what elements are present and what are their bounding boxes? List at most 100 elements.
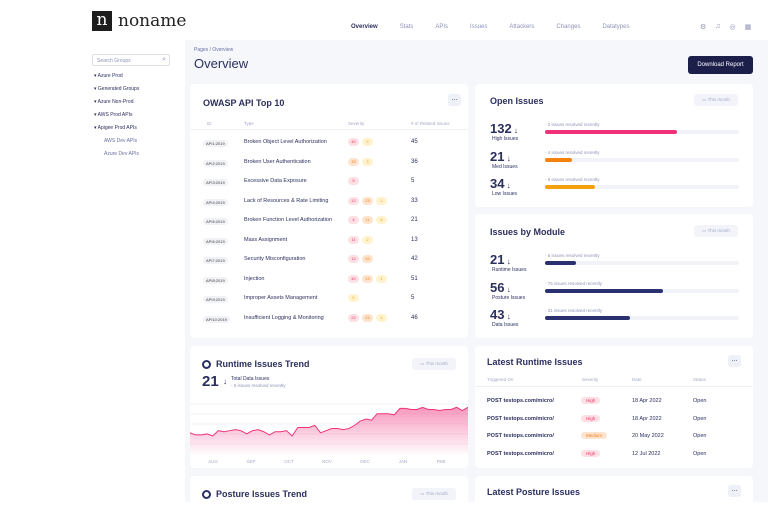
api-type[interactable]: Broken Function Level Authorization bbox=[244, 217, 333, 223]
search-icon: ⌕ bbox=[162, 56, 166, 63]
arrow-down-icon: ↓ bbox=[511, 126, 518, 135]
period-label: This month bbox=[707, 97, 730, 102]
group-label: Azure Prod bbox=[97, 73, 123, 79]
severity-badge: Medium bbox=[581, 432, 608, 439]
more-button[interactable]: ... bbox=[448, 94, 461, 106]
status: Open bbox=[693, 415, 707, 422]
stat-row: 132 ↓ High Issues - 2 issues resolved rece… bbox=[490, 121, 750, 149]
api-type[interactable]: Mass Assignment bbox=[244, 236, 288, 243]
table-row[interactable]: API2:2019 Broken User Authentication 33 3 36 bbox=[190, 154, 468, 173]
severity-pills: 40 13 1 bbox=[348, 274, 387, 283]
nav-apis[interactable]: APIs bbox=[435, 24, 449, 30]
period-button[interactable]: ▭ This month bbox=[412, 488, 456, 500]
card-title: Latest Posture Issues bbox=[487, 487, 581, 497]
nav-changes[interactable]: Changes bbox=[556, 24, 581, 30]
api-type[interactable]: Broken User Authentication bbox=[244, 158, 311, 165]
endpoint[interactable]: POST testops.com/micro/ bbox=[487, 450, 554, 457]
api-type[interactable]: Broken Object Level Authorization bbox=[244, 139, 327, 145]
progress-fill bbox=[545, 261, 577, 265]
logo[interactable]: n noname bbox=[92, 11, 186, 31]
x-tick-label: NOV bbox=[322, 459, 332, 464]
severity-pill-orange: 23 bbox=[362, 196, 373, 205]
stat-resolved: - 5 issues resolved recently bbox=[545, 253, 600, 258]
table-row[interactable]: API10:2019 Insufficient Logging & Monitor… bbox=[190, 310, 468, 329]
nav-datatypes[interactable]: Datatypes bbox=[602, 24, 630, 30]
table-row[interactable]: API6:2019 Mass Assignment 11 2 13 bbox=[190, 232, 468, 251]
endpoint[interactable]: POST testops.com/micro/ bbox=[487, 433, 554, 439]
table-row[interactable]: API4:2019 Lack of Resources & Rate Limiti… bbox=[190, 193, 468, 212]
table-row[interactable]: API7:2019 Security Misconfiguration 12 33 42 bbox=[190, 251, 468, 270]
endpoint[interactable]: POST testops.com/micro/ bbox=[487, 415, 554, 422]
trend-area bbox=[190, 407, 468, 454]
period-button[interactable]: ▭ This month bbox=[694, 94, 738, 106]
table-row[interactable]: API9:2019 Improper Assets Management 5 5 bbox=[190, 290, 468, 309]
top-icons: ⚙ ♫ ◎ ▦ bbox=[700, 23, 751, 31]
nav-stats[interactable]: Stats bbox=[399, 24, 414, 30]
severity-badge: High bbox=[581, 397, 601, 404]
severity-pill-yellow: 1 bbox=[376, 274, 387, 283]
stat-label: Med Issues bbox=[492, 163, 518, 170]
severity-pill-red: 4 bbox=[348, 216, 359, 224]
more-button[interactable]: ... bbox=[728, 485, 741, 497]
group-item[interactable]: ▾ AWS Prod APIs bbox=[94, 112, 133, 118]
api-id-badge: API7:2019 bbox=[203, 257, 228, 264]
nav-overview[interactable]: Overview bbox=[351, 24, 378, 30]
api-type[interactable]: Lack of Resources & Rate Limiting bbox=[244, 197, 329, 204]
nav-issues[interactable]: Issues bbox=[470, 24, 488, 30]
related-count: 45 bbox=[411, 139, 418, 145]
table-row[interactable]: POST testops.com/micro/High 12 Jul 2022 Op… bbox=[475, 446, 753, 463]
status: Open bbox=[693, 450, 707, 457]
api-type[interactable]: Injection bbox=[244, 275, 265, 282]
grid-icon[interactable]: ▦ bbox=[744, 24, 752, 31]
group-item[interactable]: ▾ Generated Groups bbox=[94, 86, 140, 92]
nav-attackers[interactable]: Attackers bbox=[509, 24, 535, 30]
gear-icon[interactable]: ⚙ bbox=[700, 24, 707, 31]
stat-label: Data Issues bbox=[492, 322, 519, 328]
bell-icon[interactable]: ♫ bbox=[715, 23, 721, 30]
related-count: 51 bbox=[411, 275, 418, 282]
group-label: Generated Groups bbox=[97, 86, 140, 92]
table-row[interactable]: API8:2019 Injection 40 13 1 51 bbox=[190, 271, 468, 290]
card-title: Runtime Issues Trend bbox=[216, 359, 310, 369]
arrow-down-icon: ↓ bbox=[504, 153, 511, 163]
table-row[interactable]: API1:2019 Broken Object Level Authorizati… bbox=[190, 134, 468, 153]
group-item[interactable]: ▾ Apigee Prod APIs bbox=[94, 125, 137, 131]
group-item[interactable]: ▾ Azure Prod bbox=[94, 73, 123, 79]
user-icon[interactable]: ◎ bbox=[729, 24, 736, 31]
x-tick-label: AUG bbox=[208, 459, 218, 464]
group-tree: ▾ Azure Prod ▾ Generated Groups ▾ Azure … bbox=[94, 73, 139, 164]
more-button[interactable]: ... bbox=[728, 355, 741, 367]
subgroup-item[interactable]: AWS Dev APIs bbox=[104, 138, 138, 144]
stat-value: 56 ↓ bbox=[490, 280, 511, 295]
severity-pill-orange: 13 bbox=[362, 274, 373, 283]
stat-label: Posture Issues bbox=[492, 294, 526, 301]
severity-pill-yellow: 4 bbox=[376, 313, 387, 322]
period-button[interactable]: ▭ This month bbox=[412, 358, 456, 370]
table-row[interactable]: API5:2019 Broken Function Level Authoriza… bbox=[190, 212, 468, 231]
api-type[interactable]: Excessive Data Exposure bbox=[244, 178, 307, 184]
api-type[interactable]: Improper Assets Management bbox=[244, 295, 318, 301]
related-count: 5 bbox=[411, 295, 415, 301]
search-groups-input[interactable]: Search Groups ⌕ bbox=[92, 54, 170, 66]
download-report-button[interactable]: Download Report bbox=[688, 56, 753, 74]
api-id-badge: API3:2019 bbox=[203, 179, 228, 186]
api-type[interactable]: Insufficient Logging & Monitoring bbox=[244, 314, 324, 321]
col-header: Type bbox=[244, 121, 254, 126]
severity-pills: 22 23 4 bbox=[348, 313, 387, 322]
severity-pills: 5 bbox=[348, 294, 359, 302]
period-button[interactable]: ▭ This month bbox=[694, 225, 738, 237]
col-header: Date bbox=[632, 377, 642, 382]
severity-pill-red: 12 bbox=[348, 255, 359, 263]
table-row[interactable]: POST testops.com/micro/Medium 20 May 2022… bbox=[475, 428, 753, 445]
col-header: # of Related Issues bbox=[411, 121, 450, 126]
endpoint[interactable]: POST testops.com/micro/ bbox=[487, 398, 554, 404]
subgroup-item[interactable]: Azure Dev APIs bbox=[104, 151, 140, 157]
table-row[interactable]: POST testops.com/micro/High 18 Apr 2022 Op… bbox=[475, 393, 753, 410]
api-type[interactable]: Security Misconfiguration bbox=[244, 256, 306, 262]
table-row[interactable]: POST testops.com/micro/High 18 Apr 2022 Op… bbox=[475, 411, 753, 428]
group-item[interactable]: ▾ Azure Non-Prod bbox=[94, 99, 134, 105]
card-title: Posture Issues Trend bbox=[216, 489, 308, 499]
severity-pills: 40 5 bbox=[348, 138, 373, 146]
table-row[interactable]: API3:2019 Excessive Data Exposure 5 5 bbox=[190, 173, 468, 192]
breadcrumb[interactable]: Pages / Overview bbox=[194, 47, 234, 53]
